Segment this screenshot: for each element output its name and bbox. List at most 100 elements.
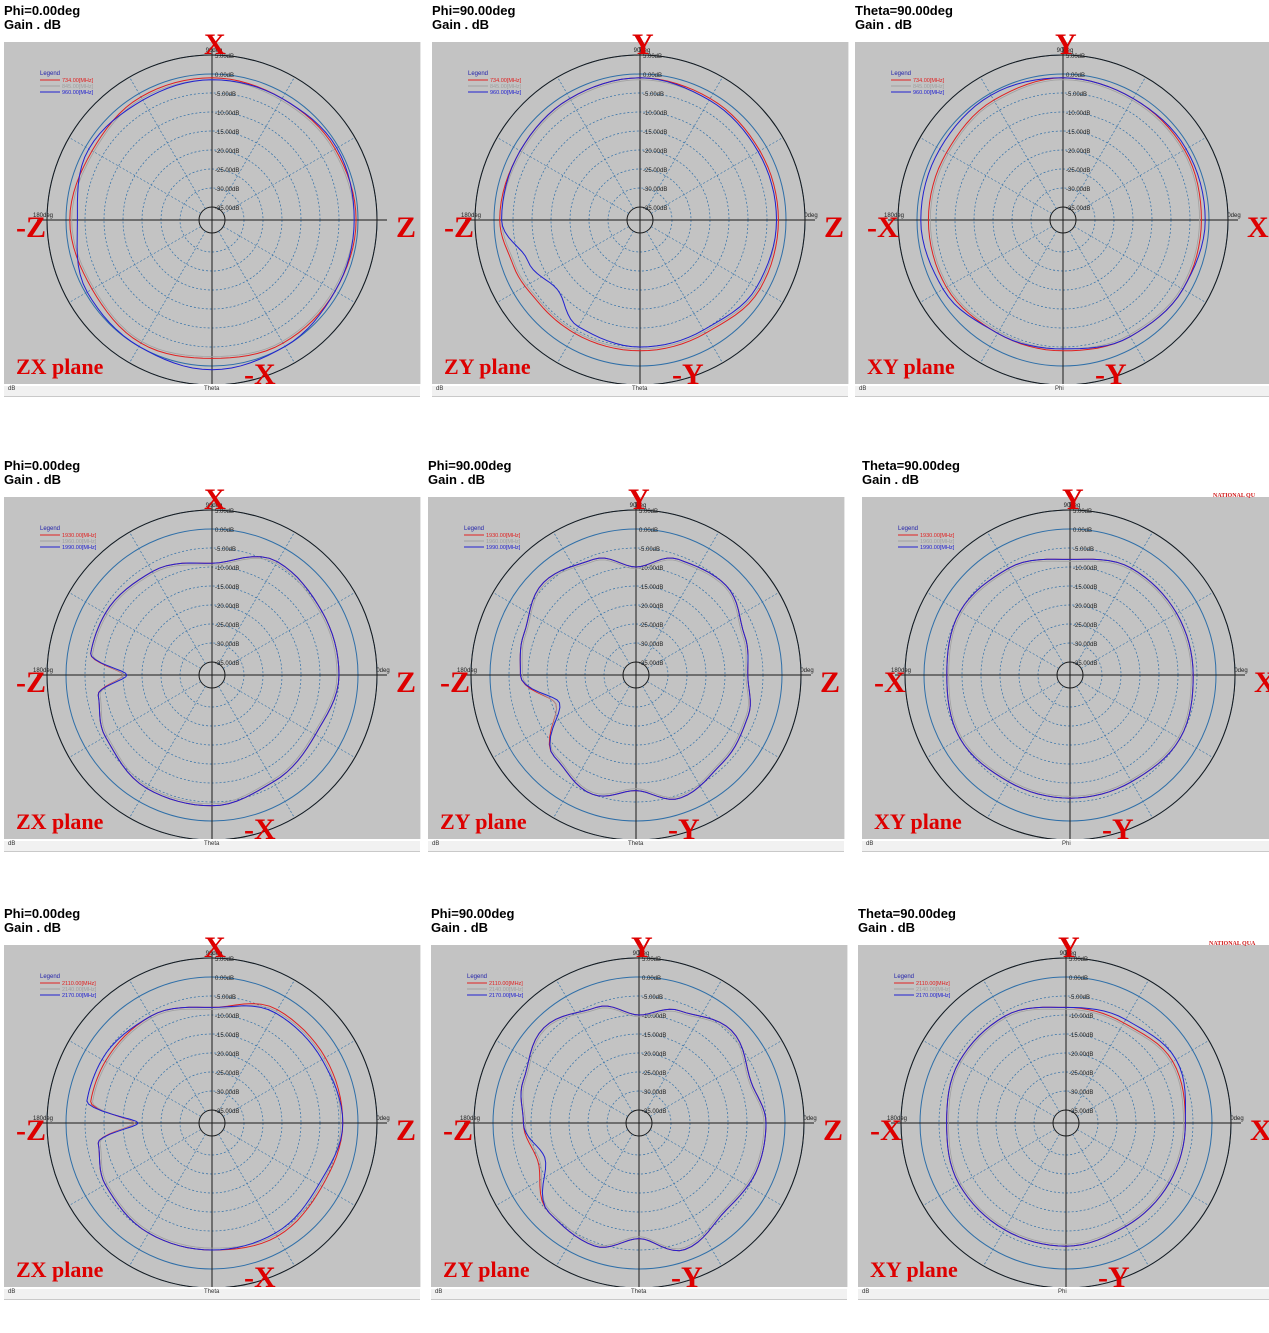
- legend: Legend2110.00[MHz]2140.00[MHz]2170.00[MH…: [894, 974, 951, 999]
- radial-tick-label: -10.00dB: [639, 566, 663, 572]
- radial-tick-label: -5.00dB: [215, 995, 236, 1001]
- radial-tick-label: -20.00dB: [1073, 604, 1097, 610]
- watermark-text: NATIONAL QUA: [1209, 941, 1256, 947]
- polar-panel: Theta=90.00deg Gain . dB 5.00dB 0.00dB -5.00…: [851, 0, 1269, 430]
- legend-entry: 1990.00[MHz]: [486, 545, 521, 551]
- radial-tick-label: -20.00dB: [1066, 149, 1090, 155]
- radial-tick-label: -25.00dB: [639, 623, 663, 629]
- radial-tick-label: 5.00dB: [1066, 54, 1085, 60]
- legend-entry: 845.00[MHz]: [490, 84, 522, 90]
- radial-tick-label: -15.00dB: [643, 130, 667, 136]
- radial-tick-label: -20.00dB: [639, 604, 663, 610]
- angle-label-90: 90deg: [1060, 951, 1077, 957]
- grid-spoke: [1074, 137, 1207, 214]
- grid-spoke: [651, 226, 784, 303]
- series-curve-3: [946, 1006, 1187, 1247]
- top-direction-label: Y: [1058, 931, 1080, 964]
- grid-spoke: [129, 686, 206, 819]
- grid-spoke: [553, 686, 630, 819]
- angle-label-0: 0deg: [1234, 668, 1247, 674]
- legend: Legend2110.00[MHz]2140.00[MHz]2170.00[MH…: [467, 974, 524, 999]
- radial-tick-label: -30.00dB: [642, 1090, 666, 1096]
- grid-spoke: [68, 137, 201, 214]
- angle-label-180: 180deg: [33, 668, 53, 674]
- radial-tick-label: -20.00dB: [215, 604, 239, 610]
- radial-tick-label: -35.00dB: [1069, 1109, 1093, 1115]
- grid-spoke: [646, 76, 723, 209]
- right-direction-label: Z: [396, 1114, 417, 1147]
- angle-label-90: 90deg: [206, 951, 223, 957]
- legend: Legend1930.00[MHz]1960.00[MHz]1990.00[MH…: [464, 526, 521, 551]
- chart-subtitle: Gain . dB: [855, 17, 913, 32]
- footer-axis-variable: Phi: [1055, 386, 1064, 392]
- legend-entry: 1990.00[MHz]: [920, 545, 955, 551]
- radial-tick-label: -20.00dB: [643, 149, 667, 155]
- panel-header: Phi=90.00deg Gain . dB: [431, 907, 514, 935]
- grid-spoke: [223, 681, 356, 758]
- angle-label-180: 180deg: [461, 213, 481, 219]
- grid-spoke: [218, 231, 295, 364]
- footer-unit-label: dB: [8, 841, 16, 847]
- panel-header: Theta=90.00deg Gain . dB: [858, 907, 956, 935]
- grid-spoke: [645, 1134, 722, 1267]
- radial-tick-label: -10.00dB: [642, 1014, 666, 1020]
- polar-panel: Theta=90.00deg Gain . dB 5.00dB 0.00dB -5.00…: [858, 455, 1269, 885]
- axis-footer: dB Phi: [862, 841, 1269, 852]
- polar-panel: Phi=0.00deg Gain . dB 5.00dB 0.00dB -5.00dB -…: [0, 0, 421, 430]
- chart-subtitle: Gain . dB: [4, 920, 62, 935]
- radial-tick-label: 0.00dB: [215, 528, 234, 534]
- footer-axis-variable: Theta: [631, 1289, 647, 1295]
- radial-tick-label: 0.00dB: [1069, 976, 1088, 982]
- legend-entry: 960.00[MHz]: [490, 90, 522, 96]
- axis-footer: dB Theta: [4, 841, 420, 852]
- radial-tick-label: -35.00dB: [643, 206, 667, 212]
- top-direction-label: Y: [628, 483, 650, 516]
- angle-label-0: 0deg: [804, 213, 817, 219]
- legend-entry: 2170.00[MHz]: [916, 993, 951, 999]
- grid-spoke: [129, 76, 206, 209]
- polar-panel: Theta=90.00deg Gain . dB 5.00dB 0.00dB -5.00…: [854, 903, 1269, 1333]
- series-curve-3: [920, 77, 1206, 350]
- angle-label-180: 180deg: [457, 668, 477, 674]
- plane-label: ZX plane: [16, 1257, 104, 1282]
- series-curve-3: [519, 557, 751, 800]
- plot-area: 5.00dB 0.00dB -5.00dB -10.00dB -15.00dB -20.0…: [431, 945, 848, 1287]
- legend-entry: 1960.00[MHz]: [920, 539, 955, 545]
- left-direction-label: -Z: [16, 1114, 46, 1147]
- left-direction-label: -Z: [16, 666, 46, 699]
- grid-spoke: [68, 1040, 201, 1117]
- series-curve-2: [948, 1008, 1184, 1245]
- radial-tick-label: -25.00dB: [1069, 1071, 1093, 1077]
- top-direction-label: X: [204, 931, 226, 964]
- top-direction-label: Y: [1062, 483, 1084, 516]
- radial-tick-label: -5.00dB: [642, 995, 663, 1001]
- radial-tick-label: 0.00dB: [642, 976, 661, 982]
- grid-spoke: [1076, 686, 1153, 819]
- right-direction-label: X: [1250, 1114, 1269, 1147]
- footer-unit-label: dB: [436, 386, 444, 392]
- grid-spoke: [983, 1134, 1060, 1267]
- angle-label-0: 0deg: [376, 1116, 389, 1122]
- top-direction-label: X: [204, 483, 226, 516]
- polar-chart: 5.00dB 0.00dB -5.00dB -10.00dB -15.00dB -20.0…: [884, 47, 1241, 384]
- polar-chart: 5.00dB 0.00dB -5.00dB -10.00dB -15.00dB -20.0…: [461, 47, 818, 384]
- plane-label: ZY plane: [443, 1257, 530, 1282]
- legend-title: Legend: [894, 974, 914, 980]
- chart-subtitle: Gain . dB: [431, 920, 489, 935]
- left-direction-label: -Z: [444, 211, 474, 244]
- radial-tick-label: -15.00dB: [215, 1033, 239, 1039]
- polar-panel: Phi=90.00deg Gain . dB 5.00dB 0.00dB -5.00dB…: [424, 455, 845, 885]
- plane-label: XY plane: [870, 1257, 958, 1282]
- polar-panel: Phi=0.00deg Gain . dB 5.00dB 0.00dB -5.00dB -…: [0, 903, 421, 1333]
- angle-label-90: 90deg: [1064, 503, 1081, 509]
- plot-area: 5.00dB 0.00dB -5.00dB -10.00dB -15.00dB -20.0…: [428, 497, 845, 839]
- polar-chart: 5.00dB 0.00dB -5.00dB -10.00dB -15.00dB -20.0…: [887, 950, 1244, 1287]
- grid-spoke: [987, 686, 1064, 819]
- chart-title: Phi=0.00deg: [4, 458, 81, 473]
- grid-spoke: [983, 979, 1060, 1112]
- legend-entry: 1990.00[MHz]: [62, 545, 97, 551]
- angle-label-180: 180deg: [891, 668, 911, 674]
- radial-tick-label: -10.00dB: [1069, 1014, 1093, 1020]
- top-direction-label: X: [204, 28, 226, 61]
